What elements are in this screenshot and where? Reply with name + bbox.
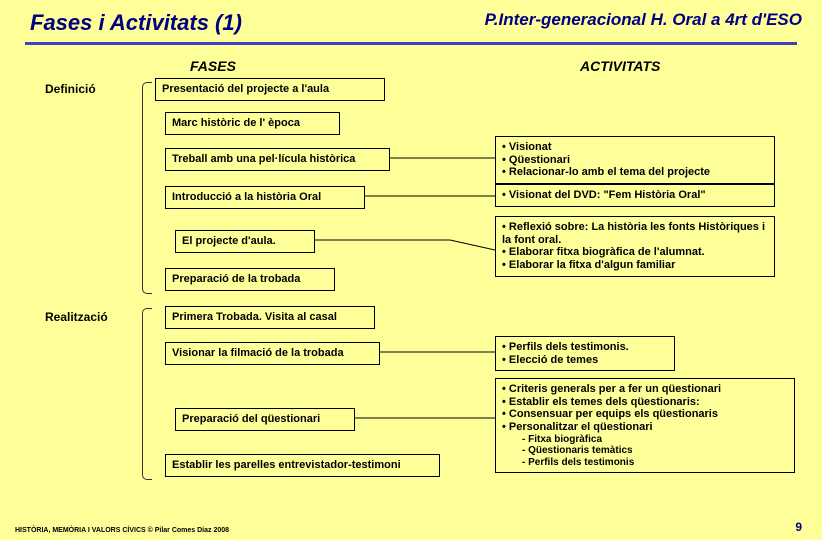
header-divider — [25, 42, 797, 45]
box-projecte-aula: El projecte d'aula. — [175, 230, 315, 253]
box-primera-trobada: Primera Trobada. Visita al casal — [165, 306, 375, 329]
bracket-definicio — [142, 82, 152, 294]
activ-box-perfils: Perfils dels testimonis. Elecció de teme… — [495, 336, 675, 371]
box-presentacio: Presentació del projecte a l'aula — [155, 78, 385, 101]
box-visionar-filmacio: Visionar la filmació de la trobada — [165, 342, 380, 365]
box-parelles: Establir les parelles entrevistador-test… — [165, 454, 440, 477]
box-preparacio-trobada: Preparació de la trobada — [165, 268, 335, 291]
footer-page-number: 9 — [795, 520, 802, 534]
box-preparacio-questionari: Preparació del qüestionari — [175, 408, 355, 431]
column-header-activitats: ACTIVITATS — [580, 58, 660, 74]
header: Fases i Activitats (1) P.Inter-generacio… — [30, 10, 802, 36]
page-title-right: P.Inter-generacional H. Oral a 4rt d'ESO — [485, 10, 802, 30]
activ-box-pelicula: Visionat Qüestionari Relacionar-lo amb e… — [495, 136, 775, 184]
activ-box-reflexio: Reflexió sobre: La història les fonts Hi… — [495, 216, 775, 277]
bracket-realitzacio — [142, 308, 152, 480]
box-marc-historic: Marc històric de l' època — [165, 112, 340, 135]
activ-list: Visionat Qüestionari Relacionar-lo amb e… — [502, 141, 768, 179]
box-pelicula: Treball amb una pel·lícula històrica — [165, 148, 390, 171]
phase-label-definicio: Definició — [45, 82, 96, 96]
box-historia-oral: Introducció a la història Oral — [165, 186, 365, 209]
phase-label-realitzacio: Realització — [45, 310, 108, 324]
activ-box-dvd: Visionat del DVD: "Fem Història Oral" — [495, 184, 775, 207]
column-header-fases: FASES — [190, 58, 236, 74]
activ-box-criteris: Criteris generals per a fer un qüestiona… — [495, 378, 795, 473]
footer-credit: HISTÒRIA, MEMÒRIA I VALORS CÍVICS © Pila… — [15, 527, 229, 534]
